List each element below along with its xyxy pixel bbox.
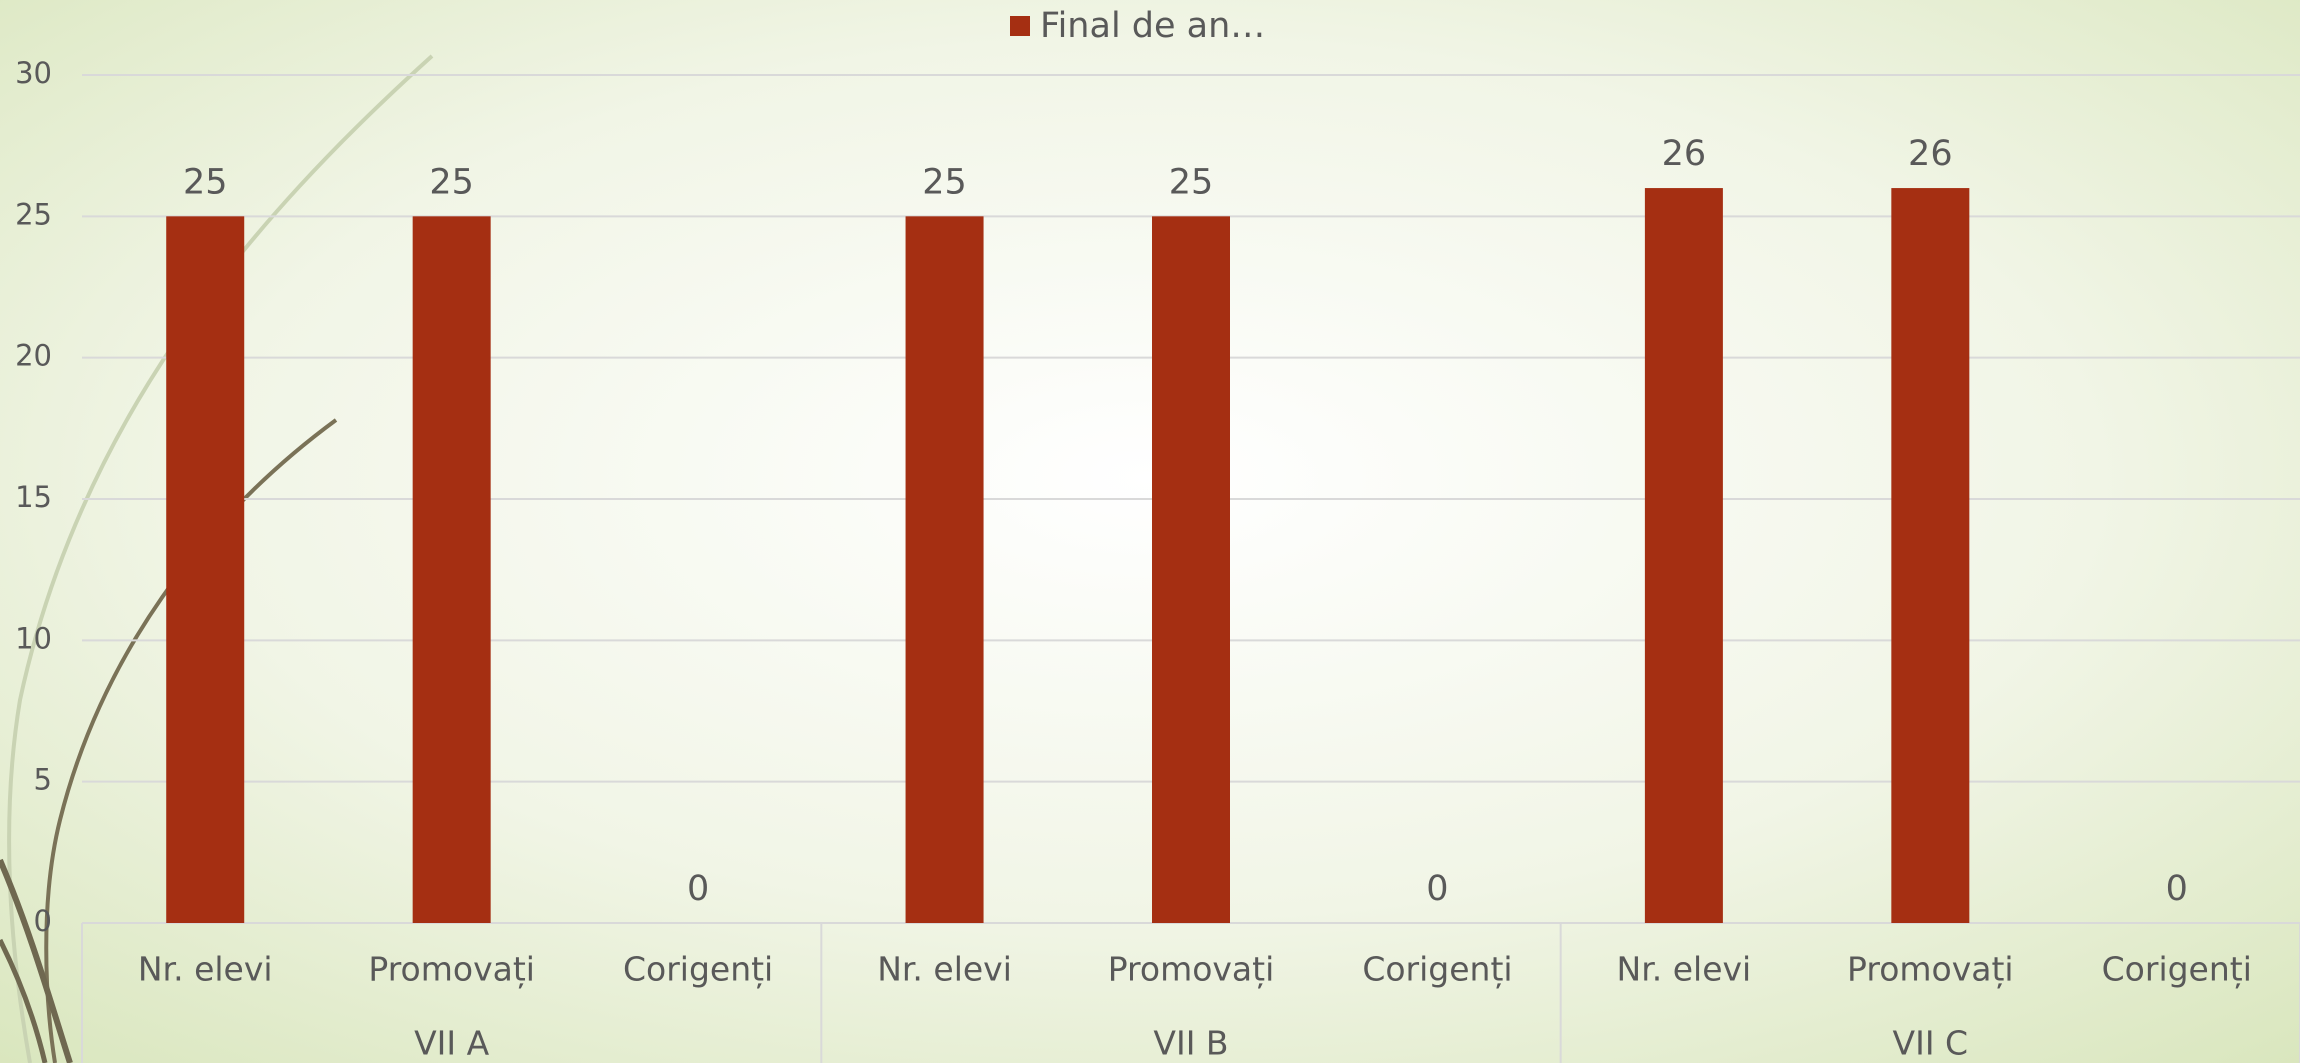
data-label: 26: [1662, 134, 1707, 174]
data-label: 25: [922, 162, 967, 202]
x-tick-label: Promovați: [1847, 950, 2014, 990]
group-label: VII A: [414, 1024, 490, 1063]
x-tick-label: Promovați: [1108, 950, 1275, 990]
legend-label: Final de an…: [1040, 6, 1265, 46]
x-tick-label: Corigenți: [2102, 950, 2252, 990]
data-label: 26: [1908, 134, 1953, 174]
bar: [1644, 188, 1723, 924]
group-label: VII C: [1893, 1024, 1969, 1063]
y-tick-label: 25: [15, 197, 52, 231]
group-label: VII B: [1153, 1024, 1228, 1063]
bar: [1891, 188, 1970, 924]
x-tick-label: Nr. elevi: [138, 950, 273, 989]
legend-swatch: [1010, 16, 1030, 36]
bar: [1152, 216, 1230, 924]
y-tick-label: 5: [34, 763, 52, 797]
bar: [166, 216, 245, 924]
y-tick-label: 30: [15, 56, 52, 90]
y-tick-label: 15: [15, 480, 52, 514]
x-tick-label: Corigenți: [1362, 950, 1512, 990]
data-label: 0: [2166, 869, 2188, 909]
x-tick-label: Promovați: [368, 950, 535, 990]
bar: [412, 216, 491, 924]
data-label: 25: [429, 162, 474, 202]
data-label: 0: [1426, 869, 1448, 909]
y-tick-label: 0: [34, 904, 52, 938]
y-tick-label: 20: [15, 339, 52, 373]
x-tick-label: Nr. elevi: [877, 950, 1012, 989]
y-tick-label: 10: [15, 621, 52, 655]
x-tick-label: Nr. elevi: [1617, 950, 1752, 989]
data-label: 25: [1169, 162, 1214, 202]
data-label: 0: [687, 869, 709, 909]
x-tick-label: Corigenți: [623, 950, 773, 990]
bar: [905, 216, 984, 924]
data-label: 25: [183, 162, 228, 202]
